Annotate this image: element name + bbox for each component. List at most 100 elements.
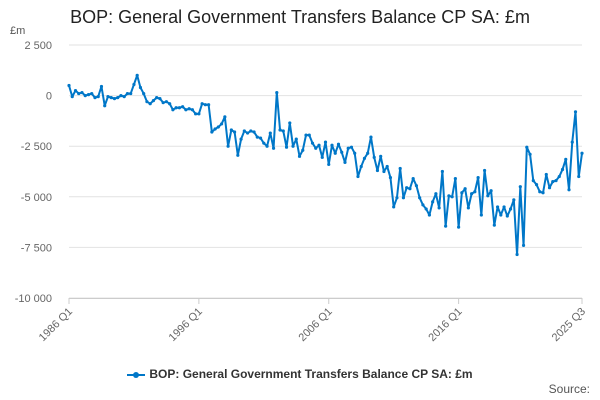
data-point: [502, 205, 506, 209]
data-point: [252, 130, 256, 134]
data-point: [538, 190, 542, 194]
data-point: [242, 129, 246, 133]
x-tick-label: 1986 Q1: [37, 306, 75, 344]
data-point: [155, 96, 159, 100]
y-tick-label: 0: [46, 91, 52, 103]
data-point: [232, 130, 237, 134]
data-point: [223, 115, 227, 119]
data-point: [349, 145, 354, 149]
data-point: [164, 100, 169, 104]
data-point: [148, 102, 152, 106]
data-point: [161, 101, 165, 105]
data-point: [375, 168, 380, 173]
data-point: [90, 91, 94, 96]
data-point: [466, 206, 470, 210]
data-point: [67, 83, 71, 88]
data-point: [336, 142, 341, 146]
data-point: [450, 195, 454, 199]
data-point: [297, 154, 302, 158]
data-point: [194, 112, 198, 116]
data-point: [382, 169, 386, 174]
data-point: [434, 192, 438, 196]
data-point: [220, 122, 224, 126]
data-point: [353, 151, 357, 155]
data-point: [447, 194, 451, 198]
data-point: [372, 155, 376, 159]
data-point: [184, 108, 188, 112]
data-point: [379, 154, 383, 158]
data-point: [265, 144, 269, 148]
data-point: [557, 174, 561, 179]
data-point: [418, 196, 422, 200]
data-point: [346, 146, 350, 150]
data-point: [463, 187, 467, 191]
legend[interactable]: BOP: General Government Transfers Balanc…: [0, 367, 600, 381]
y-tick-label: -10 000: [15, 293, 52, 305]
data-point: [168, 102, 172, 106]
data-point: [470, 192, 474, 196]
data-point: [401, 196, 406, 200]
data-point: [356, 174, 360, 179]
data-point: [278, 128, 282, 132]
data-point: [392, 205, 396, 209]
x-tick-label: 2025 Q3: [550, 306, 588, 344]
data-point: [310, 141, 315, 145]
data-point: [294, 137, 298, 141]
data-point: [158, 97, 162, 101]
data-point: [385, 164, 389, 169]
data-point: [229, 128, 233, 132]
data-point: [197, 112, 201, 116]
data-point: [398, 166, 402, 171]
y-tick-label: 2 500: [24, 40, 52, 52]
data-point: [129, 91, 133, 96]
data-point: [460, 191, 464, 195]
data-point: [301, 148, 305, 152]
data-point: [151, 99, 156, 103]
data-point: [187, 107, 191, 111]
data-point: [482, 168, 487, 173]
data-point: [528, 152, 532, 156]
data-point: [567, 188, 571, 192]
data-point: [73, 88, 78, 93]
data-point: [119, 94, 123, 98]
data-point: [249, 129, 253, 133]
source-label: Source:: [548, 382, 590, 396]
data-point: [245, 131, 250, 135]
data-point: [560, 167, 565, 172]
data-point: [275, 90, 279, 95]
data-point: [226, 144, 230, 148]
data-point: [307, 133, 311, 137]
data-point: [262, 141, 266, 145]
data-point: [103, 104, 107, 108]
data-point: [453, 176, 457, 181]
data-point: [554, 179, 558, 183]
data-point: [138, 85, 143, 90]
data-point: [525, 145, 529, 149]
data-point: [440, 169, 444, 174]
data-point: [80, 90, 84, 95]
data-point: [427, 213, 431, 217]
data-point: [444, 224, 448, 228]
data-point: [135, 73, 139, 77]
data-point: [83, 94, 87, 98]
data-point: [476, 175, 480, 180]
data-point: [70, 95, 74, 99]
data-point: [255, 135, 259, 139]
data-point: [534, 183, 539, 187]
data-point: [291, 144, 295, 148]
data-point: [122, 95, 126, 99]
data-point: [181, 105, 185, 109]
data-point: [320, 155, 324, 159]
data-point: [499, 213, 503, 217]
data-point: [330, 143, 334, 147]
data-point: [190, 108, 194, 112]
data-point: [284, 145, 289, 149]
data-point: [327, 162, 331, 167]
data-point: [411, 176, 415, 181]
data-point: [93, 96, 97, 100]
data-point: [177, 106, 181, 110]
data-point: [239, 137, 243, 141]
x-tick-label: 2016 Q1: [426, 306, 464, 344]
data-point: [489, 189, 493, 193]
